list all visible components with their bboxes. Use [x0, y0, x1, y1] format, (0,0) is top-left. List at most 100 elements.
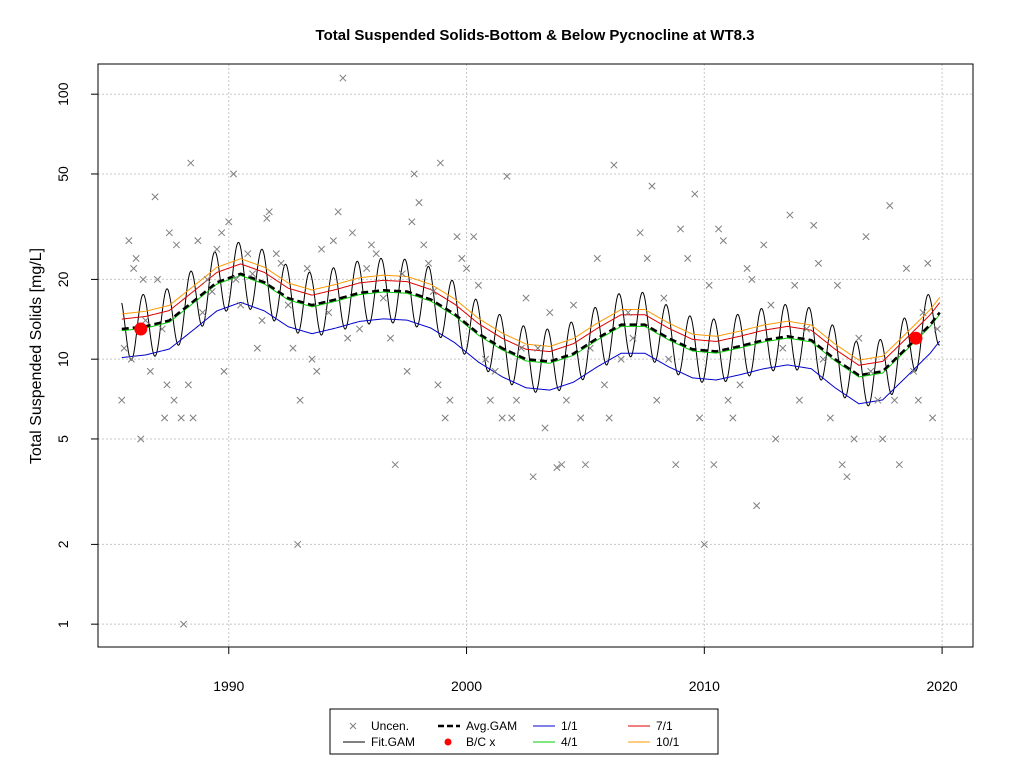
legend-label-p7_1: 7/1: [656, 719, 673, 733]
observation-point: [462, 264, 471, 272]
observation-point: [503, 172, 511, 180]
observation-point: [581, 461, 589, 469]
observation-point: [850, 435, 858, 443]
observation-point: [453, 233, 461, 241]
observation-point: [263, 214, 271, 222]
observation-point: [403, 367, 411, 375]
observation-point: [779, 344, 787, 352]
observation-point: [248, 270, 257, 278]
legend-label-p4_1: 4/1: [561, 735, 578, 749]
observation-point: [386, 334, 395, 342]
observation-point: [491, 367, 499, 375]
y-tick-label: 5: [55, 435, 71, 443]
observation-point: [803, 325, 811, 333]
observation-point: [225, 218, 233, 226]
observation-point: [810, 221, 818, 229]
y-tick-label: 1: [55, 620, 71, 628]
observation-point: [895, 461, 903, 469]
observation-point: [329, 237, 337, 245]
observation-point: [577, 414, 585, 422]
observation-point: [819, 355, 827, 363]
observation-point: [289, 344, 297, 352]
observation-point: [441, 414, 449, 422]
observation-point: [833, 281, 842, 289]
legend-label-avg_gam: Avg.GAM: [466, 719, 517, 733]
y-axis: 1 2 5 10 20 50 100: [55, 82, 98, 628]
observation-point: [886, 201, 894, 210]
observation-point: [791, 281, 799, 289]
observation-point: [838, 461, 846, 469]
observation-point: [600, 381, 609, 389]
observation-point: [363, 264, 371, 272]
observation-point: [743, 264, 751, 272]
observation-point: [867, 367, 875, 375]
legend-label-uncen: Uncen.: [371, 719, 409, 733]
plot-frame: [97, 63, 974, 648]
observation-point: [919, 308, 927, 317]
observation-point: [541, 424, 549, 432]
observation-point: [313, 367, 321, 375]
observation-point: [924, 259, 932, 267]
legend-label-p1_1: 1/1: [561, 719, 578, 733]
x-axis: 1990 2000 2010 2020: [213, 647, 958, 694]
observation-point: [355, 325, 364, 333]
observation-point: [767, 301, 775, 309]
observation-point: [902, 264, 910, 272]
observation-point: [139, 275, 147, 283]
observation-point: [710, 461, 718, 469]
observation-point: [660, 294, 668, 302]
observation-point: [434, 381, 442, 389]
observation-point: [294, 540, 302, 548]
observation-point: [534, 344, 542, 352]
y-tick-label: 20: [55, 271, 71, 287]
observation-point: [786, 211, 794, 219]
observation-point: [424, 259, 433, 267]
observation-point: [753, 502, 761, 510]
observation-point: [508, 414, 516, 422]
observation-point: [153, 275, 161, 283]
observation-point: [522, 294, 530, 302]
observation-point: [158, 325, 166, 333]
observation-point: [277, 259, 285, 267]
observation-point: [344, 334, 352, 342]
observation-point: [398, 270, 406, 278]
observation-point: [684, 254, 692, 262]
observation-point: [648, 182, 656, 190]
observation-point: [676, 225, 685, 233]
observation-point: [586, 344, 594, 352]
observation-point: [372, 250, 380, 258]
observation-point: [420, 241, 428, 249]
observation-point: [325, 308, 333, 317]
observation-point: [629, 334, 637, 342]
observation-point: [558, 461, 566, 469]
y-tick-label: 100: [55, 82, 71, 106]
observation-point: [795, 396, 803, 404]
observation-point: [700, 540, 708, 548]
observation-point: [415, 199, 423, 207]
observation-point: [696, 414, 704, 422]
observation-point: [127, 355, 135, 363]
observation-point: [715, 225, 723, 233]
observation-point: [189, 414, 197, 422]
observation-point: [529, 473, 537, 481]
legend-symbol-bc: [444, 738, 452, 746]
observation-point: [137, 435, 145, 443]
observation-point: [199, 308, 207, 317]
observation-point: [118, 396, 126, 404]
legend-label-p10_1: 10/1: [656, 735, 680, 749]
observation-point: [498, 414, 506, 422]
observation-point: [284, 301, 292, 309]
observation-point: [482, 355, 490, 363]
y-tick-label: 50: [55, 166, 71, 182]
observation-point: [180, 620, 188, 628]
observation-point: [874, 396, 882, 404]
observation-point: [142, 316, 150, 325]
observation-point: [512, 396, 521, 404]
observation-point: [379, 294, 387, 302]
y-tick-label: 10: [55, 351, 71, 367]
observation-point: [244, 250, 252, 258]
observation-point: [665, 355, 673, 363]
observation-point: [843, 473, 851, 481]
observation-point: [303, 264, 311, 272]
